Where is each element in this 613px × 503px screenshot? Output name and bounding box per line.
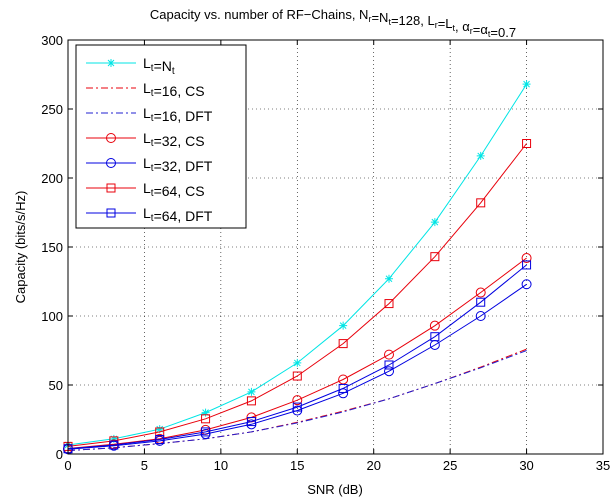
series-line (67, 143, 527, 447)
y-tick-label: 250 (41, 102, 63, 117)
data-point (155, 425, 164, 434)
legend-label: Lt=64, CS (143, 180, 205, 199)
data-point (292, 402, 302, 412)
x-tick-label: 30 (519, 458, 533, 473)
legend-label: Lt=16, DFT (143, 105, 213, 124)
x-tick-label: 10 (214, 458, 228, 473)
data-point (292, 371, 302, 381)
legend-label: Lt=64, DFT (143, 205, 213, 224)
legend-entry: Lt=16, CS (86, 80, 205, 99)
data-point (201, 408, 210, 417)
legend-label: Lt=Nt (143, 55, 175, 77)
series-line (67, 257, 527, 449)
data-point (522, 139, 532, 148)
legend-marker (106, 133, 116, 143)
legend-label: Lt=32, CS (143, 130, 205, 149)
legend-entry: Lt=32, CS (86, 130, 205, 149)
y-tick-label: 200 (41, 171, 63, 186)
data-point (430, 218, 439, 227)
y-tick-label: 150 (41, 240, 63, 255)
legend-marker (106, 158, 116, 168)
x-tick-label: 20 (366, 458, 380, 473)
series-line (67, 350, 527, 452)
x-tick-label: 25 (443, 458, 457, 473)
data-point (384, 366, 394, 377)
legend-entry: Lt=64, CS (86, 180, 205, 199)
data-point (384, 349, 394, 360)
data-point (475, 311, 486, 321)
data-point (475, 287, 486, 298)
y-tick-label: 300 (41, 33, 63, 48)
legend-label: Lt=32, DFT (143, 155, 213, 174)
data-point (292, 395, 303, 406)
legend-entry: Lt=32, DFT (86, 155, 213, 174)
data-point (384, 299, 394, 309)
x-tick-label: 0 (64, 458, 71, 473)
x-tick-label: 5 (141, 458, 148, 473)
data-point (476, 151, 485, 160)
chart-title: Capacity vs. number of RF−Chains, Nr=Nt=… (150, 7, 516, 40)
legend-entry: Lt=64, DFT (86, 205, 213, 224)
data-point (522, 80, 531, 89)
data-point (429, 320, 440, 331)
data-point (430, 252, 440, 262)
data-point (385, 274, 393, 283)
y-axis-label: Capacity (bits/s/Hz) (13, 191, 28, 304)
data-point (201, 414, 211, 424)
x-axis-label: SNR (dB) (307, 482, 363, 497)
series-line (67, 283, 527, 450)
data-point (246, 417, 256, 427)
data-point (338, 339, 348, 349)
legend-marker (106, 183, 116, 193)
data-point (155, 435, 165, 445)
data-point (522, 260, 532, 270)
series-2 (67, 350, 527, 452)
data-point (476, 297, 486, 307)
data-point (247, 387, 256, 396)
y-tick-label: 100 (41, 309, 63, 324)
legend-label: Lt=16, CS (143, 80, 205, 99)
x-tick-label: 15 (290, 458, 304, 473)
legend: Lt=Nt Lt=16, CS Lt=16, DFT Lt=32, CS Lt=32, … (75, 44, 247, 229)
legend-box (75, 44, 247, 229)
axis-ticks: 0 5 10 15 20 25 30 35 0 50 100 150 200 250 300 (41, 33, 610, 473)
data-point (476, 198, 486, 208)
legend-entry: Lt=16, DFT (86, 105, 213, 124)
data-point (521, 253, 532, 264)
data-point (109, 434, 118, 443)
y-tick-label: 50 (49, 378, 63, 393)
data-point (338, 383, 348, 393)
data-point (339, 321, 348, 330)
data-point (521, 279, 532, 290)
data-point (293, 358, 302, 367)
legend-entry: Lt=Nt (86, 55, 175, 77)
data-point (430, 332, 440, 342)
x-tick-label: 35 (596, 458, 610, 473)
legend-marker (107, 59, 115, 67)
data-point (201, 427, 211, 437)
data-point (384, 360, 394, 370)
y-tick-label: 0 (56, 447, 63, 462)
series-line (67, 264, 527, 450)
data-series (63, 80, 532, 455)
data-point (109, 440, 119, 450)
data-point (246, 396, 256, 406)
legend-marker (106, 208, 116, 218)
